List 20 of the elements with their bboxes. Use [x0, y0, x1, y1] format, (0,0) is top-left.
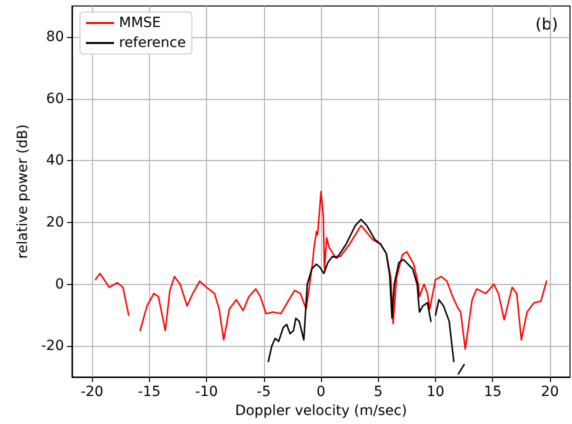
y-tick-label: 60: [46, 90, 64, 107]
x-tick-label: 20: [541, 384, 559, 400]
legend-label: reference: [119, 35, 186, 51]
annotation: (b): [535, 14, 558, 34]
y-tick-label: -20: [41, 338, 64, 354]
y-tick-label: 40: [46, 152, 64, 169]
x-tick-label: -10: [195, 384, 218, 400]
x-tick-label: -5: [256, 384, 271, 400]
x-tick-label: 0: [316, 384, 326, 400]
legend-label: MMSE: [119, 15, 161, 31]
x-tick-label: -20: [80, 384, 104, 400]
x-tick-label: -15: [138, 384, 161, 400]
y-axis-title: relative power (dB): [15, 124, 32, 259]
x-tick-label: 10: [426, 384, 444, 400]
y-tick-label: 20: [46, 214, 64, 230]
x-axis-title: Doppler velocity (m/sec): [235, 402, 407, 419]
x-tick-label: 15: [484, 384, 502, 400]
y-tick-label: 0: [55, 276, 64, 292]
y-tick-label: 80: [46, 28, 64, 45]
x-tick-label: 5: [374, 384, 383, 400]
